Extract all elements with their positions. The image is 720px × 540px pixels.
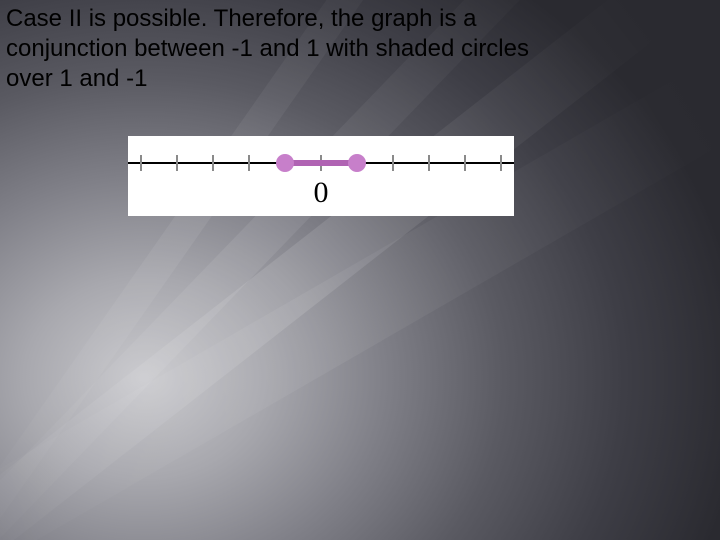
tick — [140, 155, 142, 171]
axis-label: 0 — [314, 176, 329, 210]
tick — [464, 155, 466, 171]
number-line: 0 — [128, 136, 514, 216]
text-line-3: over 1 and -1 — [6, 65, 147, 92]
text-line-1: Case II is possible. Therefore, the grap… — [6, 5, 476, 32]
text-line-2: conjunction between -1 and 1 with shaded… — [6, 35, 529, 62]
tick — [248, 155, 250, 171]
closed-endpoint — [276, 154, 294, 172]
slide-text: Case II is possible. Therefore, the grap… — [6, 4, 710, 94]
tick — [500, 155, 502, 171]
closed-endpoint — [348, 154, 366, 172]
number-line-figure: 0 — [128, 136, 514, 216]
tick — [212, 155, 214, 171]
interval-segment — [285, 160, 357, 166]
tick — [176, 155, 178, 171]
tick — [392, 155, 394, 171]
tick — [428, 155, 430, 171]
